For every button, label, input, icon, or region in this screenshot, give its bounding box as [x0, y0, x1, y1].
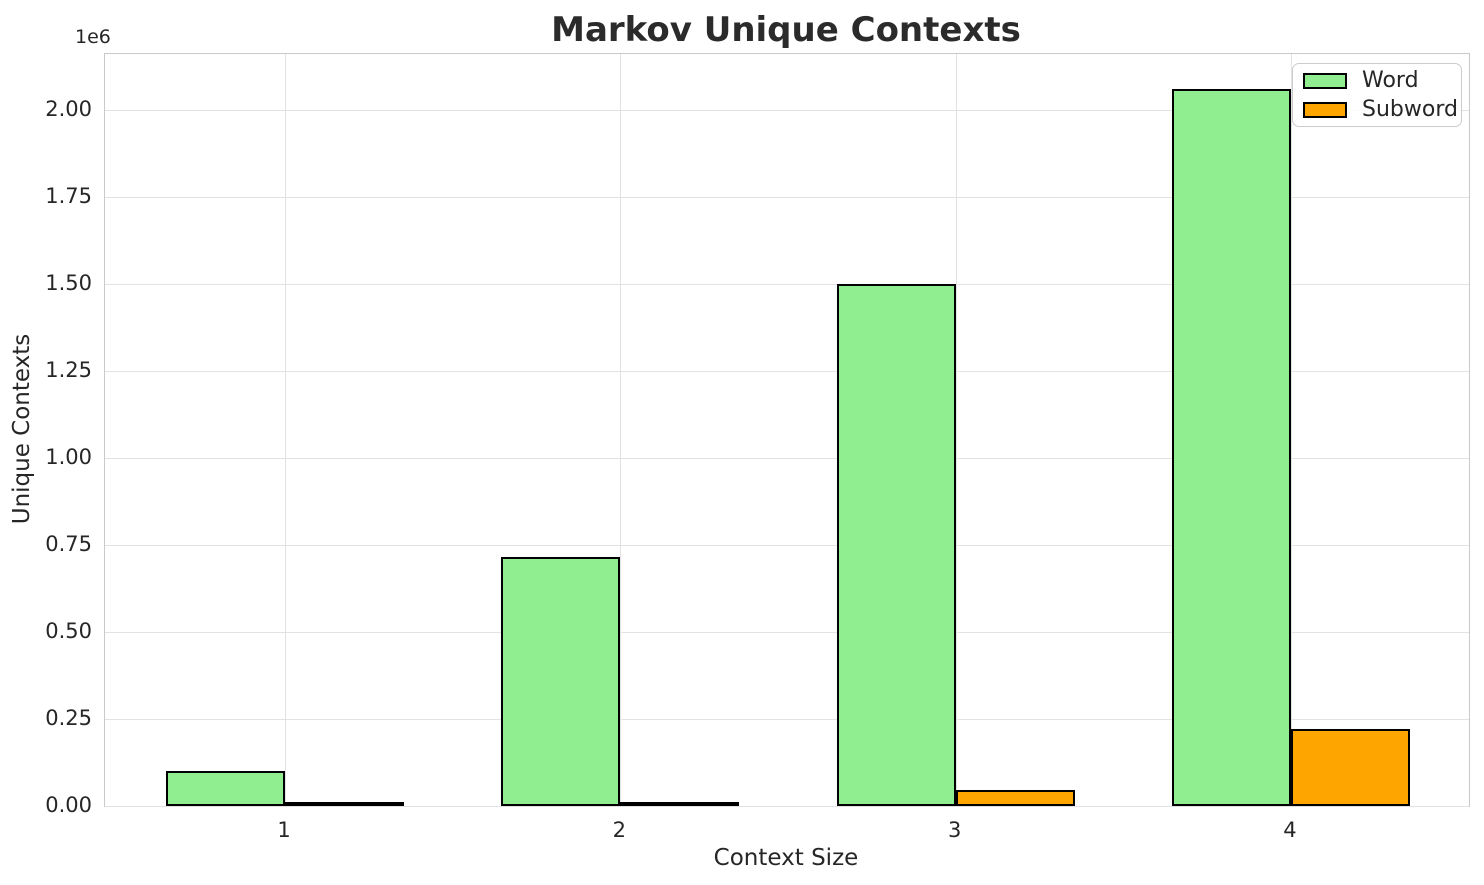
h-gridline: [105, 806, 1469, 807]
y-tick-label-0.75: 0.75: [45, 531, 92, 556]
h-gridline: [105, 283, 1469, 285]
x-tick-label-2: 2: [612, 818, 627, 842]
h-gridline: [105, 631, 1469, 633]
x-tick-label-4: 4: [1283, 818, 1297, 842]
bar-word-3: [836, 283, 956, 806]
v-gridline: [285, 54, 286, 806]
h-gridline: [105, 109, 1469, 111]
legend-item-subword: Subword: [1303, 98, 1458, 121]
y-tick-label-0.00: 0.00: [45, 793, 92, 817]
legend-swatch-word: [1303, 72, 1347, 89]
legend-label: Subword: [1362, 96, 1458, 122]
legend-item-word: Word: [1303, 67, 1451, 93]
y-tick-label-2.00: 2.00: [45, 96, 92, 121]
y-tick-label-0.50: 0.50: [45, 618, 92, 643]
y-axis-offset-label: 1e6: [75, 26, 111, 48]
bar-subword-4: [1290, 729, 1410, 806]
y-tick-label-1.25: 1.25: [45, 357, 92, 382]
h-gridline: [105, 544, 1469, 546]
bar-subword-1: [285, 802, 404, 806]
h-gridline: [105, 457, 1469, 459]
h-gridline: [105, 370, 1469, 372]
v-gridline: [1290, 54, 1292, 806]
y-tick-label-1.50: 1.50: [45, 270, 92, 295]
bar-word-4: [1171, 88, 1291, 806]
x-axis-label: Context Size: [713, 845, 859, 871]
chart-title: Markov Unique Contexts: [551, 10, 1021, 50]
x-tick-label-3: 3: [947, 818, 962, 842]
y-axis-label: Unique Contexts: [9, 333, 35, 525]
bar-subword-2: [620, 802, 740, 806]
legend: Word Subword: [1292, 63, 1462, 127]
v-gridline: [620, 54, 622, 806]
y-tick-label-1.00: 1.00: [45, 444, 92, 469]
bar-word-2: [501, 557, 621, 806]
bar-word-1: [166, 771, 285, 806]
h-gridline: [105, 718, 1469, 720]
v-gridline: [955, 54, 957, 806]
y-tick-label-1.75: 1.75: [45, 183, 92, 208]
bar-subword-3: [955, 790, 1075, 806]
h-gridline: [105, 196, 1469, 198]
y-tick-label-0.25: 0.25: [45, 705, 92, 730]
plot-area: [104, 53, 1470, 807]
legend-swatch-subword: [1303, 101, 1347, 118]
legend-label: Word: [1362, 67, 1419, 93]
x-tick-label-1: 1: [277, 818, 291, 842]
